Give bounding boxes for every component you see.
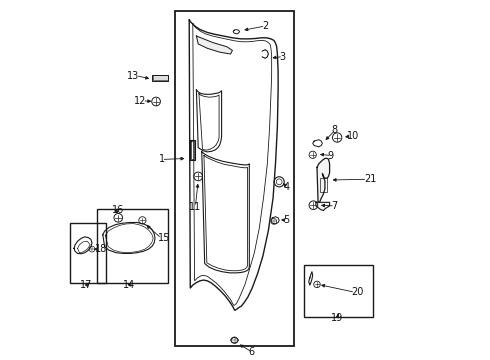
Text: 4: 4 (284, 182, 290, 192)
Text: 14: 14 (123, 280, 135, 291)
Text: 6: 6 (248, 347, 255, 357)
Bar (320, 178, 327, 192)
Polygon shape (196, 36, 232, 54)
Text: 5: 5 (284, 215, 290, 225)
Text: 10: 10 (347, 131, 359, 141)
Bar (71, 223, 106, 283)
Text: 20: 20 (351, 287, 364, 297)
Text: 2: 2 (262, 21, 268, 31)
Text: 3: 3 (280, 51, 286, 62)
Bar (153, 75, 168, 80)
Bar (175, 11, 294, 346)
Text: 15: 15 (158, 233, 170, 243)
Polygon shape (316, 202, 330, 211)
Text: 12: 12 (134, 96, 146, 106)
Text: 1: 1 (159, 154, 165, 165)
Text: 17: 17 (80, 280, 93, 291)
Text: 21: 21 (364, 174, 376, 184)
Polygon shape (317, 158, 330, 202)
Text: 7: 7 (331, 201, 338, 211)
Text: 8: 8 (331, 125, 338, 135)
Text: 11: 11 (189, 202, 201, 212)
Bar (152, 75, 169, 81)
Text: 9: 9 (328, 150, 334, 161)
Text: 19: 19 (331, 312, 343, 323)
Bar (304, 265, 373, 317)
Text: 16: 16 (112, 204, 124, 215)
Bar (98, 209, 168, 283)
Text: 13: 13 (127, 71, 140, 81)
Text: 18: 18 (95, 244, 107, 254)
